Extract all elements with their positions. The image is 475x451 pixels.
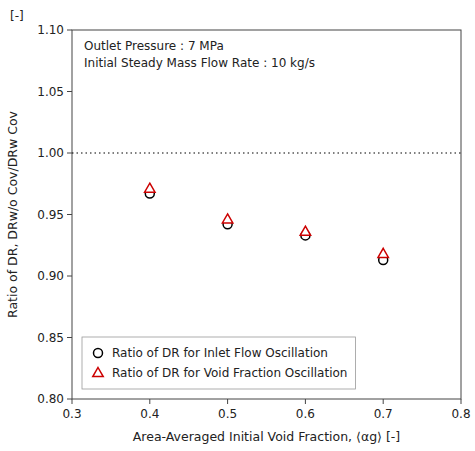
y-tick-label: 1.10 (37, 23, 64, 37)
x-tick-label: 0.8 (451, 407, 470, 421)
y-tick-label: 0.95 (37, 208, 64, 222)
x-axis-label: Area-Averaged Initial Void Fraction, ⟨αg… (133, 429, 400, 444)
x-tick-label: 0.6 (296, 407, 315, 421)
legend-marker (94, 349, 103, 358)
x-tick-label: 0.7 (374, 407, 393, 421)
y-tick (67, 214, 72, 215)
y-tick (67, 337, 72, 338)
y-tick-label: 1.00 (37, 146, 64, 160)
data-point (300, 226, 310, 235)
y-tick (67, 91, 72, 92)
legend-marker (93, 368, 103, 377)
x-tick-label: 0.4 (140, 407, 159, 421)
reference-line (72, 152, 461, 153)
annotation: Outlet Pressure : 7 MPa (84, 39, 224, 53)
x-tick (305, 399, 306, 404)
x-tick-label: 0.3 (62, 407, 81, 421)
data-point (222, 214, 232, 223)
x-tick (72, 399, 73, 404)
legend-box (82, 337, 355, 389)
legend-label: Ratio of DR for Void Fraction Oscillatio… (112, 366, 347, 380)
y-tick (67, 276, 72, 277)
x-tick (383, 399, 384, 404)
annotation: Initial Steady Mass Flow Rate : 10 kg/s (84, 56, 315, 70)
y-tick-label: 1.05 (37, 85, 64, 99)
data-group (72, 153, 461, 265)
y-tick-label: 0.85 (37, 331, 64, 345)
y-unit-label: [-] (10, 9, 24, 23)
x-tick (461, 399, 462, 404)
y-tick (67, 30, 72, 31)
y-tick-label: 0.80 (37, 392, 64, 406)
data-point (145, 183, 155, 192)
y-tick (67, 399, 72, 400)
x-tick (149, 399, 150, 404)
x-tick-label: 0.5 (218, 407, 237, 421)
y-tick (67, 153, 72, 154)
x-tick (227, 399, 228, 404)
data-point (378, 248, 388, 257)
legend: Ratio of DR for Inlet Flow Oscillation Ra… (93, 346, 348, 380)
y-axis-label: Ratio of DR, DRw/o Cov/DRw Cov (5, 110, 20, 318)
legend-label: Ratio of DR for Inlet Flow Oscillation (112, 346, 328, 360)
plot-frame (72, 30, 461, 399)
y-tick-label: 0.90 (37, 269, 64, 283)
